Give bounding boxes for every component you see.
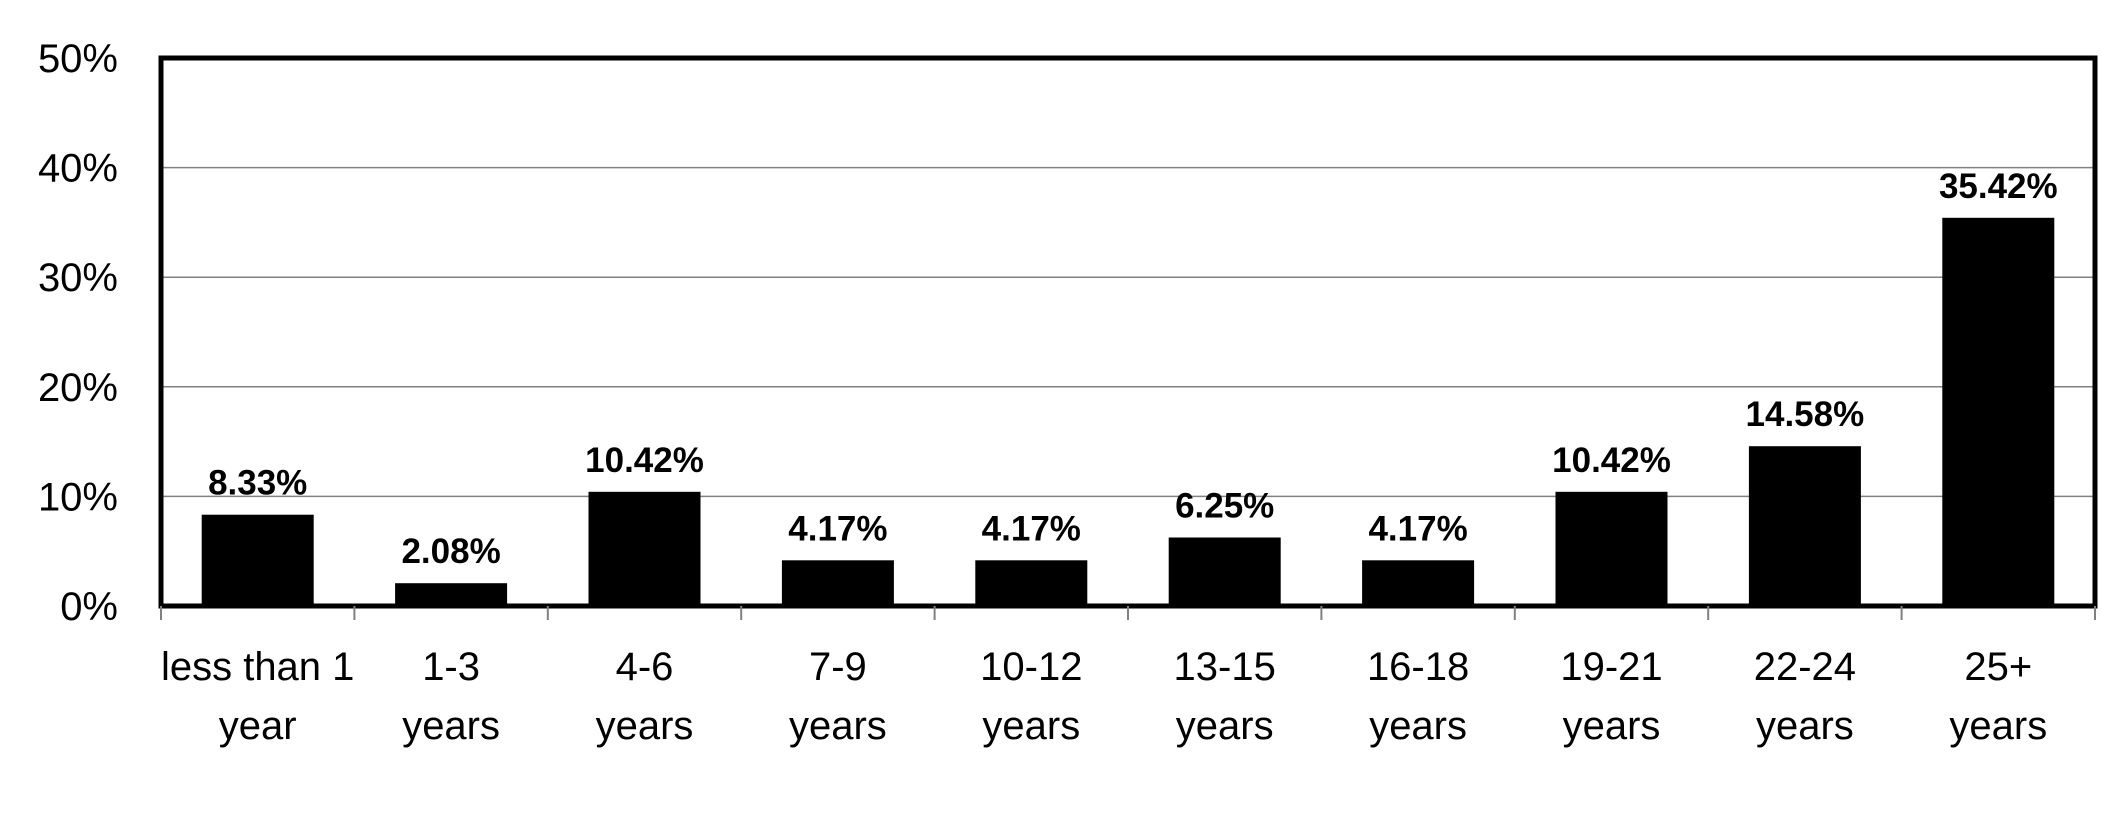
data-label: 6.25% (1175, 487, 1274, 526)
y-tick-label: 30% (38, 256, 118, 300)
bar (395, 583, 508, 606)
x-tick-label-line: years (1563, 704, 1661, 748)
bar (1362, 560, 1475, 606)
x-tick-label: 13-15 years (1174, 645, 1276, 748)
x-tick-label: 10-12 years (980, 645, 1082, 748)
bars (201, 217, 2055, 606)
y-tick-label: 50% (38, 37, 118, 81)
bar (1555, 491, 1668, 606)
x-tick-label-line: 10-12 (980, 645, 1082, 689)
x-tick-label-line: years (596, 704, 694, 748)
x-tick-label: 4-6 years (596, 645, 694, 748)
y-tick-label: 10% (38, 475, 118, 519)
data-label: 2.08% (401, 532, 500, 571)
data-labels: 8.33% 2.08% 10.42% 4.17% 4.17% 6.25% 4.17% 10.4… (208, 167, 2058, 571)
bar (1942, 217, 2055, 606)
x-tick-label-line: 19-21 (1560, 645, 1662, 689)
x-tick-label: 19-21 years (1560, 645, 1662, 748)
x-tick-label-line: years (982, 704, 1080, 748)
bar (781, 560, 894, 606)
x-tick-label-line: years (789, 704, 887, 748)
data-label: 8.33% (208, 464, 307, 503)
bar (201, 514, 314, 606)
x-tick-label: 25+ years (1949, 645, 2047, 748)
y-axis-ticks: 0% 10% 20% 30% 40% 50% (38, 37, 118, 629)
x-tick-label-line: 25+ (1964, 645, 2032, 689)
x-tick-label-line: 7-9 (809, 645, 867, 689)
x-tick-label-line: year (219, 704, 297, 748)
x-tick-label-line: years (1176, 704, 1274, 748)
x-tick-label-line: 16-18 (1367, 645, 1469, 689)
x-tick-label: 16-18 years (1367, 645, 1469, 748)
data-label: 10.42% (585, 441, 704, 480)
x-tick-label-line: years (1949, 704, 2047, 748)
y-tick-label: 20% (38, 366, 118, 410)
x-tick-label-line: 4-6 (616, 645, 674, 689)
x-tick-label-line: less than 1 (161, 645, 354, 689)
x-tick-label-line: years (1756, 704, 1854, 748)
x-tick-label-line: 22-24 (1754, 645, 1856, 689)
bar (588, 491, 701, 606)
data-label: 35.42% (1939, 167, 2058, 206)
y-tick-label: 40% (38, 147, 118, 191)
data-label: 4.17% (788, 509, 887, 548)
x-tick-label-line: 13-15 (1174, 645, 1276, 689)
x-tick-label: 22-24 years (1754, 645, 1856, 748)
x-tick-label: 1-3 years (402, 645, 500, 748)
x-tick-label-line: years (402, 704, 500, 748)
y-tick-label: 0% (60, 585, 118, 629)
data-label: 4.17% (1368, 509, 1467, 548)
data-label: 10.42% (1552, 441, 1671, 480)
x-tick-label: less than 1 year (161, 645, 354, 748)
bar (975, 560, 1088, 606)
bar (1168, 537, 1281, 606)
gridlines (161, 58, 2095, 606)
data-label: 14.58% (1746, 395, 1865, 434)
x-tick-label: 7-9 years (789, 645, 887, 748)
x-tick-label-line: years (1369, 704, 1467, 748)
data-label: 4.17% (982, 509, 1081, 548)
bar (1748, 446, 1861, 606)
x-tick-label-line: 1-3 (422, 645, 480, 689)
